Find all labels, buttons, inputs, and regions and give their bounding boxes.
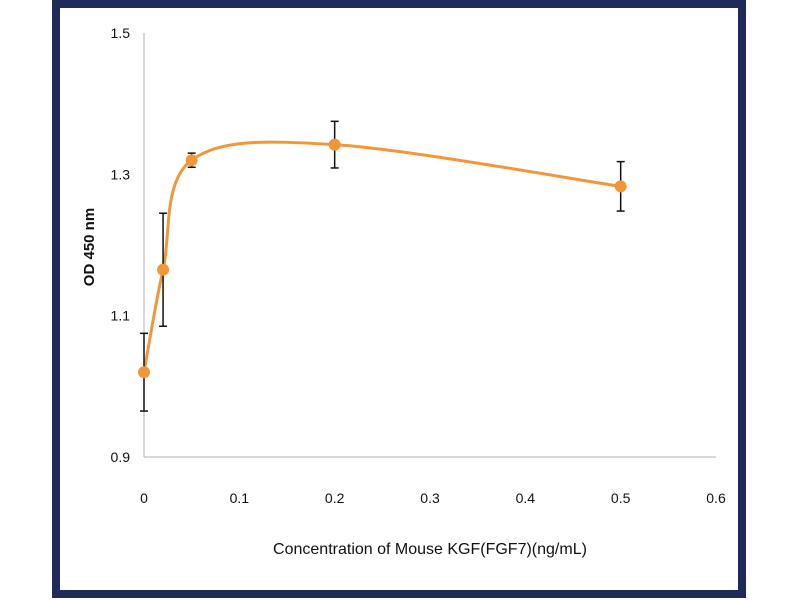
y-tick-label: 0.9 [111, 449, 131, 465]
error-bars [140, 120, 625, 412]
data-point [328, 138, 341, 151]
x-tick-labels: 0 0.1 0.2 0.3 0.4 0.5 0.6 [140, 490, 726, 506]
axes [143, 33, 716, 458]
chart-panel [60, 8, 738, 590]
x-tick-label: 0.1 [230, 490, 250, 506]
data-point [614, 180, 627, 193]
x-tick-label: 0.3 [420, 490, 440, 506]
y-tick-label: 1.3 [111, 166, 131, 182]
series-line [142, 140, 621, 373]
x-tick-label: 0.4 [516, 490, 536, 506]
y-tick-label: 1.1 [111, 308, 131, 324]
x-tick-label: 0.6 [706, 490, 726, 506]
chart-frame [52, 0, 746, 598]
data-point [157, 263, 170, 276]
x-axis-label: Concentration of Mouse KGF(FGF7)(ng/mL) [273, 541, 587, 558]
data-point [138, 366, 150, 379]
y-axis-label: OD 450 nm [81, 208, 98, 286]
data-points [138, 138, 627, 379]
x-tick-label: 0.5 [611, 490, 631, 506]
y-tick-labels: 0.9 1.1 1.3 1.5 [111, 25, 131, 465]
y-tick-label: 1.5 [111, 25, 131, 41]
x-tick-label: 0.2 [325, 490, 345, 506]
data-point [185, 154, 198, 167]
x-tick-label: 0 [140, 490, 148, 506]
